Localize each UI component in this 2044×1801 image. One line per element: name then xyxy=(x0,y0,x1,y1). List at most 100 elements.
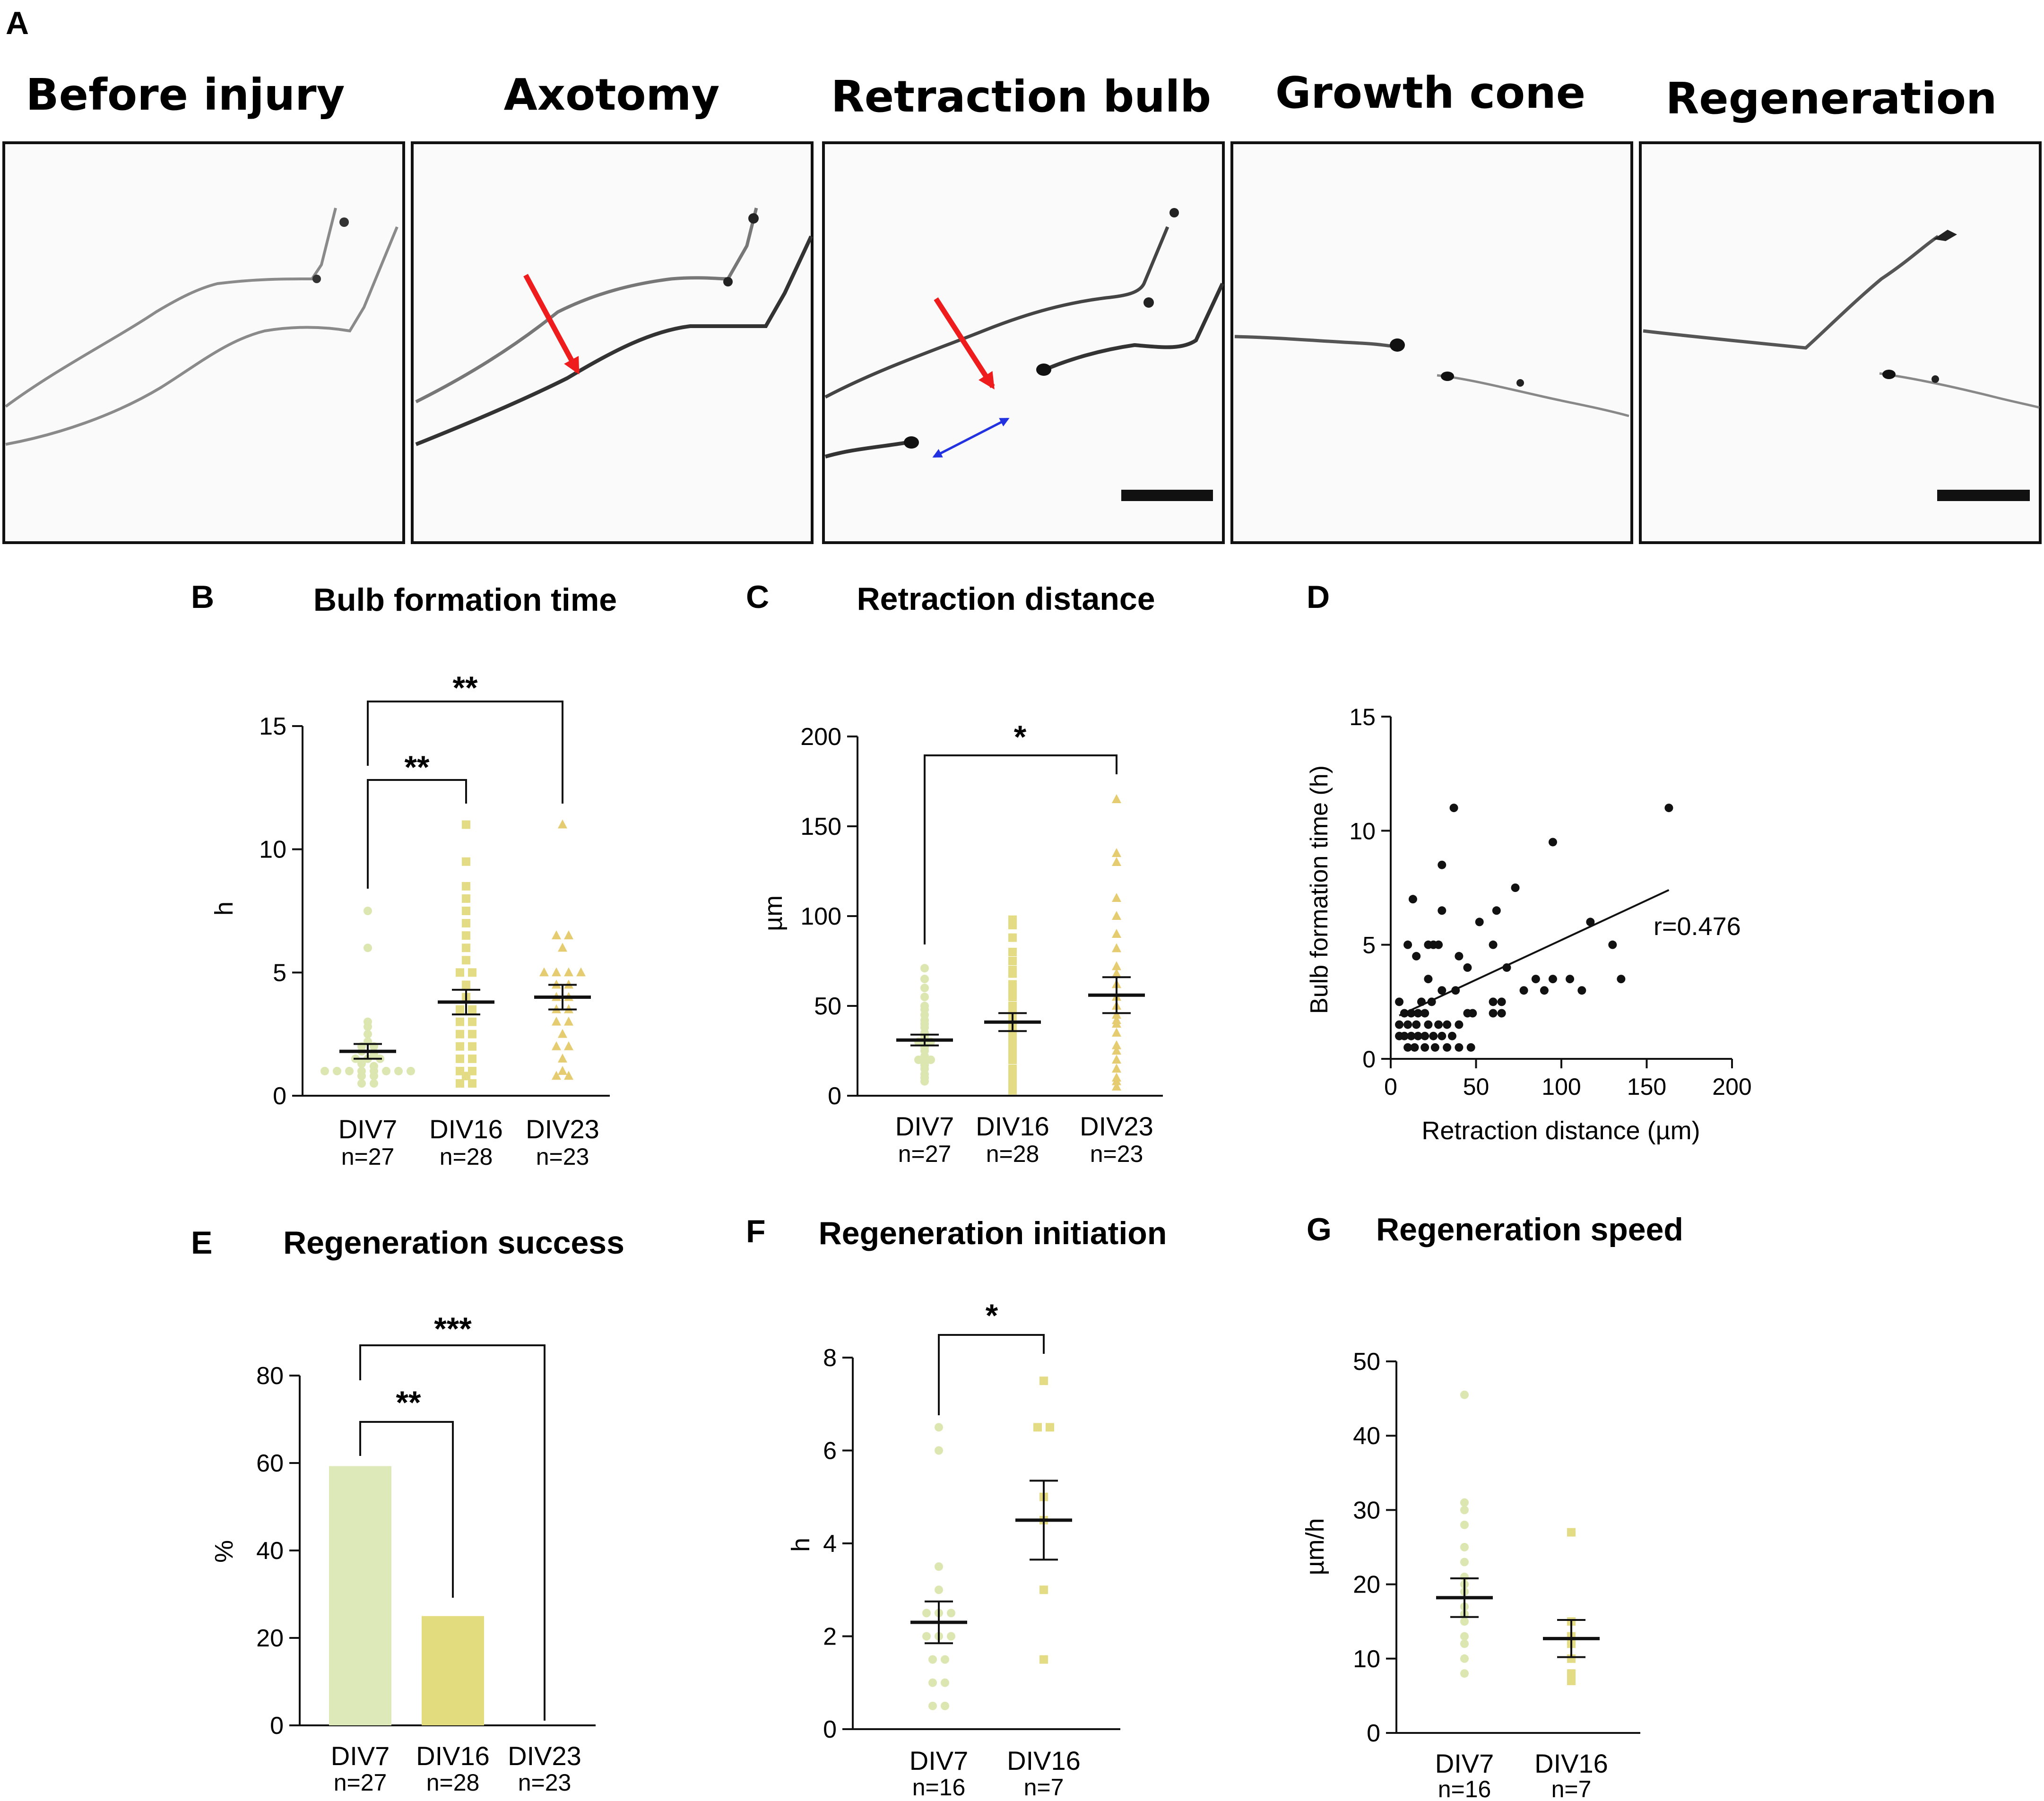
data-point xyxy=(1420,1031,1429,1040)
data-point xyxy=(1112,943,1121,952)
panel-f-n-div7: n=16 xyxy=(912,1774,966,1801)
y-tick-label: 20 xyxy=(256,1625,284,1652)
data-point xyxy=(1460,1506,1469,1515)
data-point xyxy=(1617,975,1626,984)
panel-d-xlabel: Retraction distance (µm) xyxy=(1421,1117,1700,1145)
data-point xyxy=(941,1655,949,1664)
data-point xyxy=(564,1041,573,1050)
panel-g-points xyxy=(1460,1390,1576,1685)
data-point xyxy=(1112,848,1121,857)
panel-e-n-div16: n=28 xyxy=(426,1769,480,1796)
data-point xyxy=(1039,1585,1048,1594)
data-point xyxy=(935,1446,943,1455)
panel-b-xlabel-div23: DIV23 xyxy=(526,1114,599,1144)
data-point xyxy=(1548,975,1557,984)
regenerated-axon xyxy=(1643,235,1939,350)
data-point xyxy=(1540,986,1549,995)
data-point xyxy=(1531,975,1540,984)
data-point xyxy=(1489,1009,1498,1018)
panel-g-n-div16: n=7 xyxy=(1551,1776,1592,1801)
panel-e-sig-div23: *** xyxy=(434,1311,472,1347)
panel-f-sem xyxy=(910,1480,1072,1645)
data-point xyxy=(947,1632,955,1641)
retraction-bulb xyxy=(1036,364,1051,376)
data-point xyxy=(468,1005,476,1014)
data-point xyxy=(1008,1086,1017,1095)
significance-bracket xyxy=(359,1344,546,1721)
data-point xyxy=(1112,1010,1121,1019)
data-point xyxy=(1412,1020,1421,1029)
data-point xyxy=(468,1042,476,1051)
data-point xyxy=(456,1017,464,1026)
y-tick-label: 80 xyxy=(256,1362,284,1390)
x-tick-label: 100 xyxy=(1542,1074,1581,1100)
data-point xyxy=(1664,804,1673,813)
micrograph-retraction-bulb xyxy=(822,141,1225,544)
data-point xyxy=(370,1079,378,1088)
data-point xyxy=(456,968,464,977)
panel-d-fit-line xyxy=(1399,889,1670,1017)
data-point xyxy=(558,943,567,952)
data-point xyxy=(552,930,561,940)
panel-f-xlabel-div7: DIV7 xyxy=(909,1746,969,1775)
bar-div16 xyxy=(422,1616,484,1725)
data-point xyxy=(1492,906,1501,915)
data-point xyxy=(1413,1009,1422,1018)
panel-e-sig-div16: ** xyxy=(396,1385,421,1420)
data-point xyxy=(1008,1070,1017,1079)
data-point xyxy=(1497,1009,1506,1018)
panel-f-axes xyxy=(852,1358,1120,1730)
panel-g: G Regeneration speed µm/h 0 10 20 30 40 50 DI… xyxy=(1301,1212,1683,1801)
panel-g-title: Regeneration speed xyxy=(1376,1212,1683,1247)
y-tick-label: 10 xyxy=(1353,1645,1380,1673)
panel-e-xlabel-div16: DIV16 xyxy=(416,1741,490,1771)
axon-lower xyxy=(415,235,813,446)
data-point xyxy=(1424,975,1433,984)
data-point xyxy=(1567,1676,1576,1685)
axon-upper xyxy=(5,208,337,408)
data-point xyxy=(1403,1043,1412,1052)
data-point xyxy=(1413,1031,1422,1040)
panel-c-brackets xyxy=(924,754,1117,944)
data-point xyxy=(920,964,929,973)
panel-a-title-growth-cone: Growth cone xyxy=(1275,68,1585,118)
data-point xyxy=(1112,929,1121,938)
data-point xyxy=(462,894,470,903)
data-point xyxy=(928,1701,937,1710)
data-point xyxy=(1548,838,1557,847)
data-point xyxy=(462,919,470,928)
panel-c-sem xyxy=(896,976,1145,1047)
data-point xyxy=(920,975,929,983)
micrograph-axotomy xyxy=(411,141,814,544)
data-point xyxy=(1489,997,1498,1006)
panel-b-points xyxy=(320,819,586,1088)
panel-e-n-div23: n=23 xyxy=(518,1769,572,1796)
panel-g-n-div7: n=16 xyxy=(1438,1776,1491,1801)
data-point xyxy=(1434,940,1443,949)
panel-e-xlabel-div7: DIV7 xyxy=(331,1741,390,1771)
data-point xyxy=(462,882,470,891)
data-point xyxy=(564,1016,573,1026)
panel-f-n-div16: n=7 xyxy=(1024,1774,1064,1801)
panel-e-n-div7: n=27 xyxy=(334,1769,387,1796)
data-point xyxy=(1455,952,1464,961)
y-tick-label: 2 xyxy=(823,1623,837,1651)
panel-f-sig-div16: * xyxy=(986,1298,998,1333)
data-point xyxy=(1429,1031,1438,1040)
data-point xyxy=(914,1056,923,1064)
data-point xyxy=(1400,1031,1409,1040)
axon-swelling xyxy=(723,277,733,286)
axon-lower-distal xyxy=(1042,283,1224,372)
data-point xyxy=(1008,980,1017,989)
panel-b: B Bulb formation time h 0 5 10 15 ** ** DIV… xyxy=(191,579,617,1170)
panel-d: D Bulb formation time (h) Retraction dis… xyxy=(1306,579,1752,1145)
data-point xyxy=(1112,1046,1121,1055)
data-point xyxy=(1033,1423,1042,1432)
data-point xyxy=(1443,1043,1452,1052)
panel-e-title: Regeneration success xyxy=(283,1225,624,1261)
micrograph-growth-cone xyxy=(1230,141,1633,544)
panel-g-xlabel-div16: DIV16 xyxy=(1534,1749,1608,1778)
panel-e-yticks: 0 20 40 60 80 xyxy=(256,1362,300,1740)
data-point xyxy=(1008,1056,1017,1064)
panel-c-xlabel-div7: DIV7 xyxy=(895,1111,954,1141)
